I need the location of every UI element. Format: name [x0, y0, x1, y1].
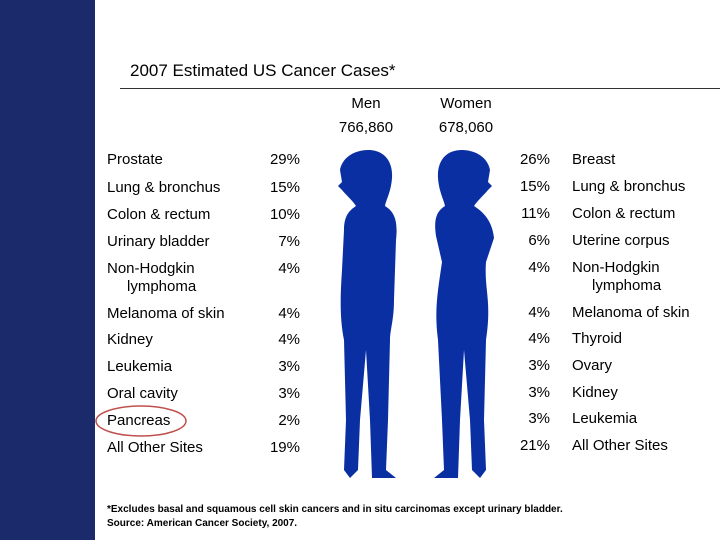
men-percent: 3% — [278, 385, 300, 402]
men-site: Colon & rectum — [107, 206, 211, 223]
men-site: Urinary bladder — [107, 233, 210, 250]
women-site: Colon & rectum — [572, 205, 676, 222]
women-percent: 3% — [528, 410, 550, 427]
men-site: Leukemia — [107, 358, 173, 375]
footnote-line: *Excludes basal and squamous cell skin c… — [107, 504, 563, 515]
women-percent: 11% — [521, 205, 550, 222]
women-site: Thyroid — [572, 330, 623, 347]
women-site: Breast — [572, 151, 616, 168]
women-site: Uterine corpus — [572, 232, 670, 249]
women-header: Women 678,060 — [416, 92, 516, 140]
men-site: Pancreas — [107, 412, 171, 429]
men-percent: 2% — [278, 412, 300, 429]
highlight-circle — [95, 405, 187, 437]
men-percent: 15% — [269, 179, 300, 196]
footnote-line: Source: American Cancer Society, 2007. — [107, 518, 298, 529]
man-silhouette — [338, 150, 397, 478]
men-site: Non-Hodgkin lymphoma — [107, 260, 197, 295]
women-percent: 3% — [528, 357, 550, 374]
women-percent: 21% — [519, 437, 550, 454]
men-percent: 4% — [278, 331, 300, 348]
men-percent: 4% — [278, 260, 300, 277]
side-bar — [0, 0, 95, 540]
women-total: 678,060 — [438, 119, 494, 136]
men-site: Melanoma of skin — [107, 305, 225, 322]
men-site: All Other Sites — [107, 439, 203, 456]
woman-silhouette — [434, 150, 494, 478]
women-site: Lung & bronchus — [572, 178, 686, 195]
women-percent: 3% — [528, 384, 550, 401]
men-percent: 3% — [278, 358, 300, 375]
men-percent: 10% — [269, 206, 300, 223]
men-label: Men — [351, 95, 381, 112]
women-percent: 4% — [528, 330, 550, 347]
women-label: Women — [440, 95, 492, 112]
men-percent: 7% — [278, 233, 300, 250]
men-percent: 29% — [269, 151, 300, 168]
title: 2007 Estimated US Cancer Cases* — [130, 61, 396, 80]
women-percent: 15% — [519, 178, 550, 195]
women-site: Leukemia — [572, 410, 638, 427]
men-site: Prostate — [107, 151, 163, 168]
men-percent: 4% — [278, 305, 300, 322]
women-percent: 26% — [519, 151, 550, 168]
men-site: Lung & bronchus — [107, 179, 221, 196]
women-site: Melanoma of skin — [572, 304, 690, 321]
men-site: Oral cavity — [107, 385, 178, 402]
footnote: *Excludes basal and squamous cell skin c… — [107, 503, 563, 531]
women-percent: 4% — [528, 304, 550, 321]
women-site: All Other Sites — [572, 437, 668, 454]
women-site: Ovary — [572, 357, 613, 374]
women-site: Kidney — [572, 384, 618, 401]
men-total: 766,860 — [338, 119, 394, 136]
rule — [120, 88, 720, 89]
silhouettes — [338, 150, 494, 478]
women-percent: 6% — [528, 232, 550, 249]
men-percent: 19% — [269, 439, 300, 456]
men-header: Men 766,860 — [316, 92, 416, 140]
women-percent: 4% — [528, 259, 550, 276]
women-site: Non-Hodgkin lymphoma — [572, 259, 662, 294]
men-site: Kidney — [107, 331, 153, 348]
